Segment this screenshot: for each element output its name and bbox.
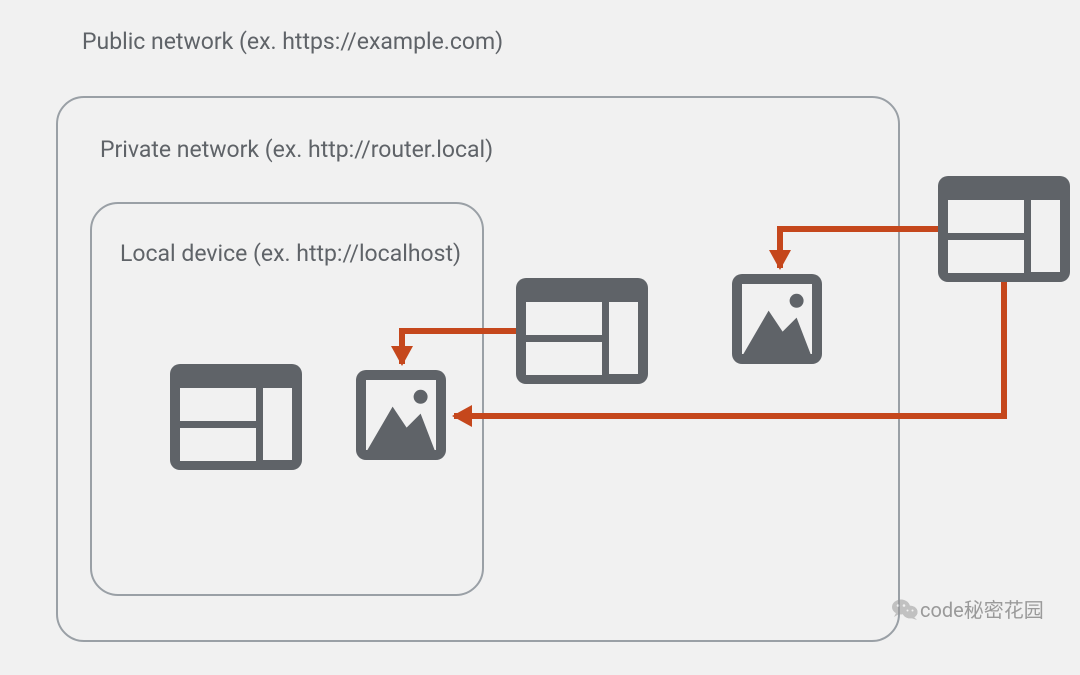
wechat-icon	[892, 598, 918, 620]
image-private-icon	[732, 274, 822, 364]
image-local-icon	[356, 370, 446, 460]
watermark: code秘密花园	[892, 594, 1044, 623]
browser-local-icon	[170, 364, 302, 470]
browser-private-icon	[516, 278, 648, 384]
arrow-private-to-local-image	[391, 331, 516, 366]
arrow-public-to-private-image	[769, 229, 938, 270]
watermark-text: code秘密花园	[920, 594, 1044, 623]
diagram-canvas	[0, 0, 1080, 675]
browser-public-icon	[938, 176, 1070, 282]
